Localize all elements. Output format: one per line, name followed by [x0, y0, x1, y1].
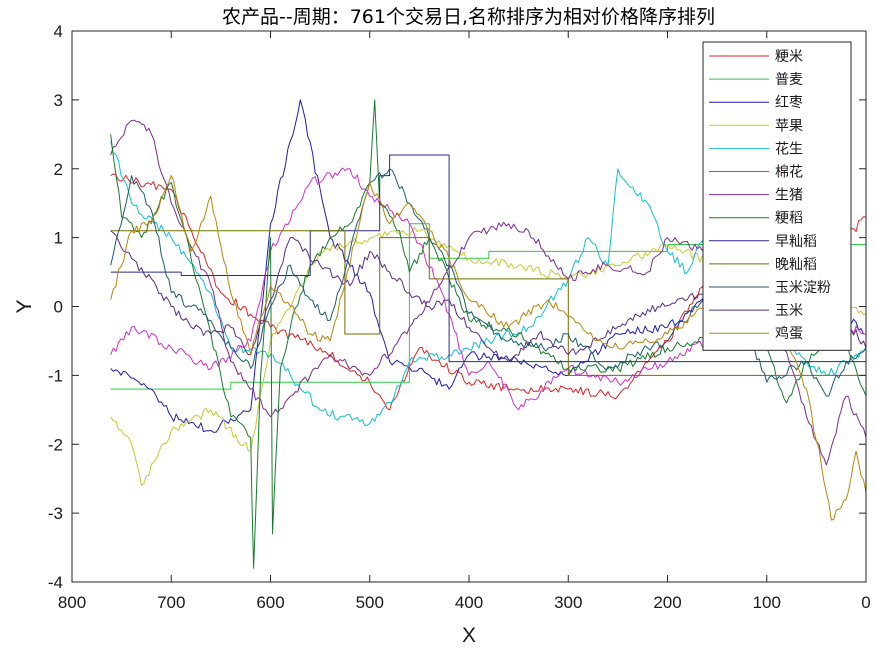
legend-label: 玉米 — [775, 303, 803, 319]
legend-label: 生猪 — [775, 188, 803, 204]
y-tick-label: -2 — [48, 435, 63, 454]
legend-label: 花生 — [775, 141, 803, 157]
y-tick-label: -3 — [48, 504, 63, 523]
legend-box — [702, 41, 852, 351]
y-tick-label: -1 — [48, 366, 63, 385]
legend-label: 鸡蛋 — [775, 325, 803, 342]
x-tick-label: 200 — [653, 593, 681, 612]
x-tick-label: 500 — [356, 593, 384, 612]
legend-label: 苹果 — [775, 118, 803, 134]
y-tick-label: 2 — [54, 160, 63, 179]
y-tick-label: 1 — [54, 229, 63, 248]
y-tick-label: -4 — [48, 573, 63, 592]
y-tick-label: 3 — [54, 91, 63, 110]
series-line-9 — [110, 154, 866, 363]
legend-label: 早籼稻 — [775, 234, 817, 250]
chart-title: 农产品--周期：761个交易日,名称排序为相对价格降序排列 — [221, 6, 716, 28]
x-tick-label: 400 — [455, 593, 483, 612]
x-tick-label: 300 — [554, 593, 582, 612]
legend-label: 玉米淀粉 — [775, 280, 831, 296]
legend-label: 粳米 — [775, 49, 803, 65]
legend-label: 粳稻 — [775, 211, 803, 227]
series-line-10 — [110, 230, 866, 376]
x-tick-label: 600 — [256, 593, 284, 612]
legend-label: 红枣 — [775, 95, 803, 111]
x-tick-label: 0 — [861, 593, 870, 612]
x-axis-title: X — [462, 624, 476, 647]
x-tick-label: 800 — [58, 593, 86, 612]
series-line-2 — [110, 223, 866, 390]
legend-label: 棉花 — [775, 164, 803, 181]
legend-label: 普麦 — [775, 72, 803, 88]
legend-label: 晚籼稻 — [775, 257, 817, 273]
y-tick-label: 4 — [54, 22, 63, 41]
y-axis-title: Y — [13, 299, 36, 313]
y-tick-label: 0 — [54, 298, 63, 317]
x-tick-label: 700 — [157, 593, 185, 612]
x-tick-label: 100 — [753, 593, 781, 612]
